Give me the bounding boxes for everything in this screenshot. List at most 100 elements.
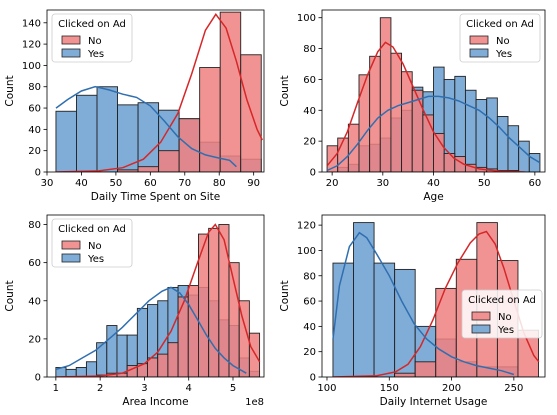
y-tick-label: 120 <box>22 40 41 51</box>
bar-no <box>390 52 403 172</box>
subplot-area-income: 1 2 3 4 5 0 20 40 60 80 Area Income Count 1e8 Clicked… <box>4 214 265 408</box>
legend-label-no: No <box>88 36 102 47</box>
x-tick-label: 50 <box>110 178 123 189</box>
x-axis-label: Area Income <box>122 396 188 408</box>
bar-no <box>248 332 261 377</box>
bar-yes <box>85 361 98 377</box>
bar-no <box>187 285 199 377</box>
legend-swatch-yes <box>61 253 81 263</box>
bar-yes <box>332 262 354 377</box>
y-tick-label: 60 <box>303 75 316 86</box>
y-tick-label: 20 <box>28 146 41 157</box>
y-axis-label: Count <box>279 280 291 311</box>
bar-yes <box>137 102 160 172</box>
bar-no <box>177 296 189 377</box>
x-tick-label: 5 <box>230 383 236 394</box>
kde-line-yes <box>55 85 237 168</box>
legend-label-yes: Yes <box>497 325 514 336</box>
legend-swatch-yes <box>469 48 489 58</box>
x-tick-label: 70 <box>178 178 191 189</box>
bar-no <box>137 166 160 172</box>
y-tick-label: 60 <box>28 104 41 115</box>
x-axis-multiplier: 1e8 <box>245 397 264 408</box>
bar-no <box>443 153 456 172</box>
y-tick-label: 40 <box>28 125 41 136</box>
bar-no <box>358 74 371 172</box>
kde-line-yes <box>332 231 515 376</box>
kde-line-yes <box>55 286 247 374</box>
legend: Clicked on Ad No Yes <box>51 13 133 63</box>
bar-no <box>219 11 242 172</box>
legend-label-no: No <box>496 36 510 47</box>
bar-yes <box>486 97 498 172</box>
x-tick-label: 4 <box>186 383 192 394</box>
bar-no <box>158 150 180 172</box>
y-tick-label: 80 <box>28 82 41 93</box>
bar-no <box>178 118 201 172</box>
subplot-daily-time-spent: 30 40 50 60 70 80 90 0 20 40 60 80 100 120 140 Daily Ti… <box>4 9 265 203</box>
bar-no <box>394 372 416 377</box>
kde-line-no <box>326 41 525 172</box>
x-tick-label: 80 <box>213 178 226 189</box>
y-tick-label: 40 <box>303 322 316 333</box>
bar-no <box>337 137 349 172</box>
y-axis-label: Count <box>4 75 16 106</box>
y-tick-label: 100 <box>297 246 316 257</box>
y-tick-label: 100 <box>297 13 316 24</box>
y-tick-label: 40 <box>28 296 41 307</box>
x-axis-label: Daily Time Spent on Site <box>91 191 220 203</box>
x-tick-label: 50 <box>478 178 491 189</box>
x-tick-label: 2 <box>97 383 103 394</box>
y-tick-label: 20 <box>303 137 316 148</box>
bar-yes <box>55 110 77 172</box>
legend-title: Clicked on Ad <box>58 19 126 30</box>
x-tick-label: 150 <box>380 383 399 394</box>
bar-no <box>147 357 159 377</box>
kde-line-no <box>55 12 263 172</box>
legend-label-no: No <box>88 241 102 252</box>
legend-title: Clicked on Ad <box>466 19 534 30</box>
y-tick-label: 100 <box>22 61 41 72</box>
y-tick-label: 0 <box>310 373 316 384</box>
bar-no <box>422 114 434 172</box>
legend-swatch-no <box>61 240 81 250</box>
bar-no <box>157 353 169 377</box>
bar-yes <box>116 334 128 377</box>
kde-line-yes <box>326 95 541 172</box>
y-axis-label: Count <box>279 75 291 106</box>
y-tick-label: 0 <box>35 373 41 384</box>
bar-no <box>379 17 392 172</box>
legend-title: Clicked on Ad <box>468 295 536 306</box>
y-tick-label: 20 <box>303 347 316 358</box>
axes-frame <box>46 9 265 173</box>
subplot-age: 20 30 40 50 60 0 20 40 60 80 100 Age Count Clicked on… <box>279 9 546 203</box>
legend-label-yes: Yes <box>87 254 104 265</box>
y-axis-label: Count <box>4 280 16 311</box>
x-axis-label: Age <box>423 191 443 203</box>
x-tick-label: 40 <box>75 178 88 189</box>
bar-yes <box>96 86 118 172</box>
x-axis-label: Daily Internet Usage <box>380 396 488 408</box>
x-tick-label: 30 <box>41 178 54 189</box>
bar-no <box>401 71 413 172</box>
axes-frame <box>46 214 265 378</box>
bar-no <box>411 89 424 172</box>
bar-no <box>433 132 445 172</box>
x-tick-label: 60 <box>144 178 157 189</box>
x-tick-label: 100 <box>317 383 336 394</box>
legend: Clicked on Ad No Yes <box>461 289 543 339</box>
bar-yes <box>496 116 509 172</box>
y-tick-label: 140 <box>22 18 41 29</box>
x-tick-label: 90 <box>247 178 260 189</box>
legend-label-yes: Yes <box>87 49 104 60</box>
x-tick-label: 20 <box>326 178 339 189</box>
x-tick-label: 200 <box>442 383 461 394</box>
bar-yes <box>518 140 530 172</box>
legend-title: Clicked on Ad <box>58 224 126 235</box>
subplot-daily-internet-usage: 100 150 200 250 0 20 40 60 80 100 120 Daily Interne… <box>279 214 546 408</box>
x-tick-label: 40 <box>427 178 440 189</box>
bar-no <box>435 287 457 377</box>
axes-frame <box>321 214 546 378</box>
bar-no <box>167 342 179 377</box>
